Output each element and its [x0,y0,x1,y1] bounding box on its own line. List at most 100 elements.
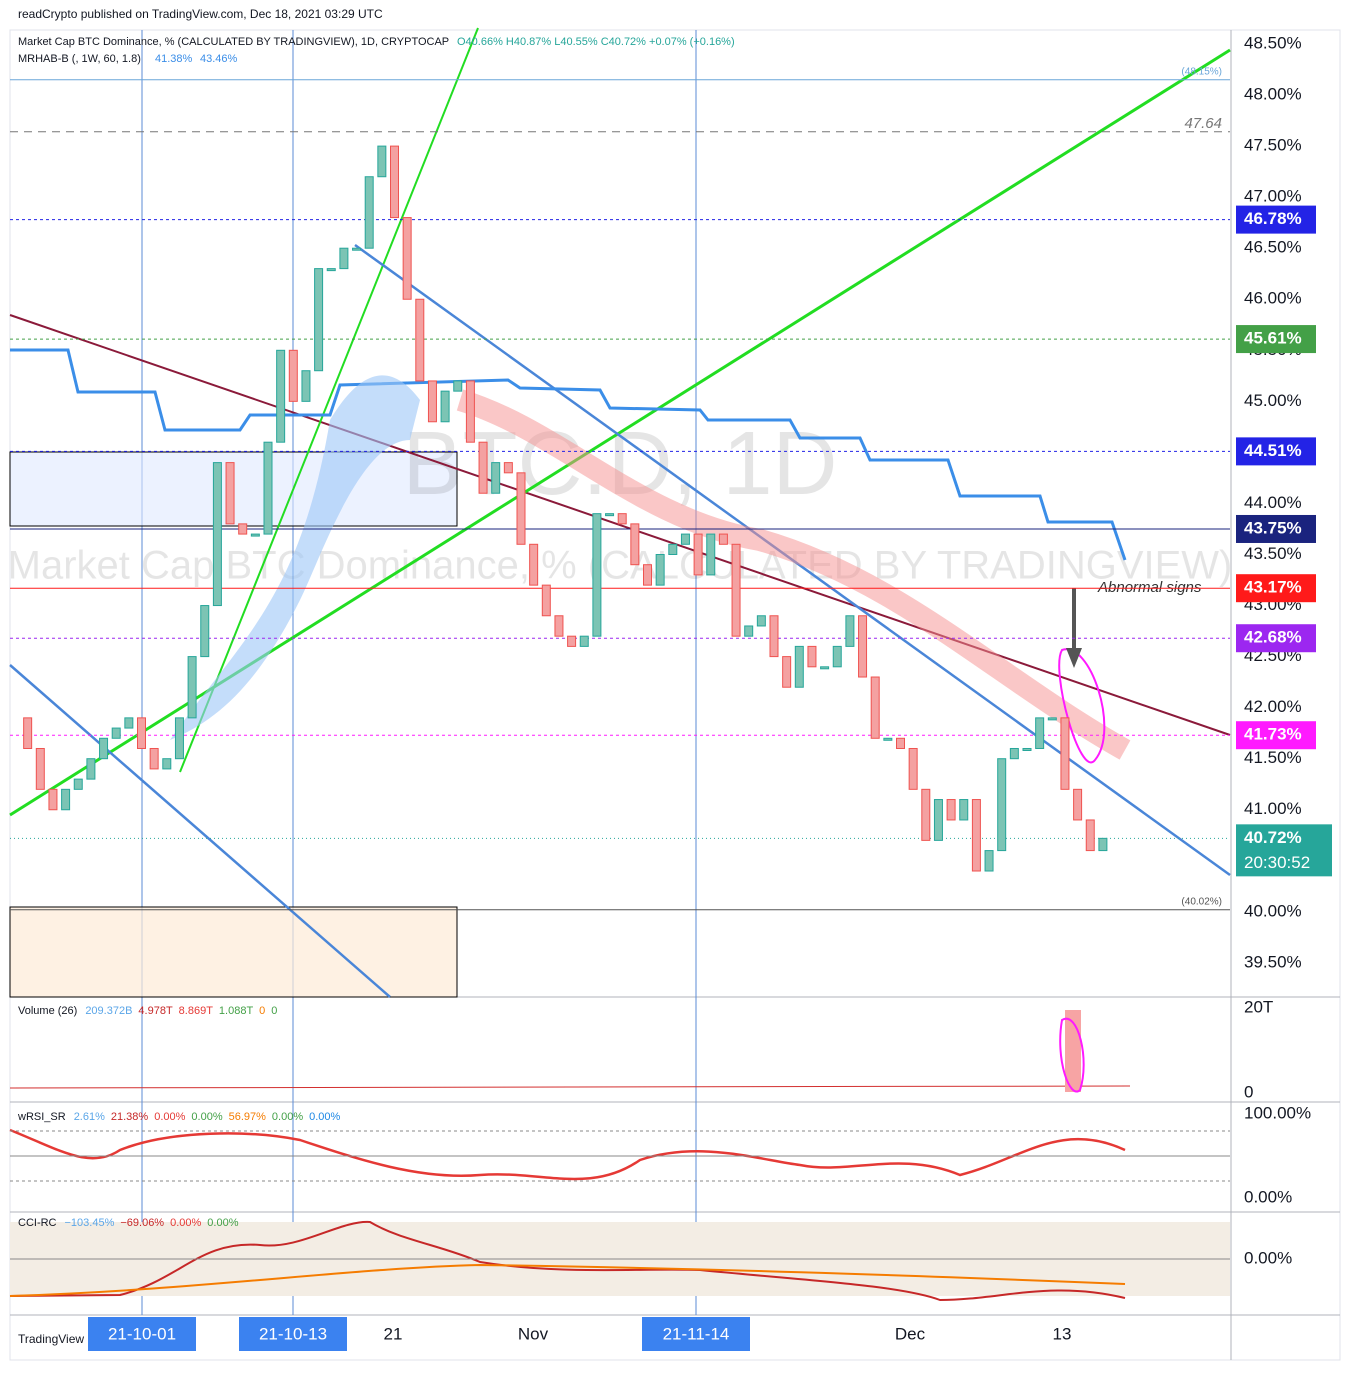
price-tag-label: 40.72% [1244,828,1302,847]
price-tag [1236,205,1316,234]
candle [200,605,210,658]
band-line [10,348,1127,561]
band [456,389,1131,760]
candle [1098,837,1108,852]
candle [339,247,349,270]
trendline [9,664,391,998]
candle [1060,717,1070,790]
pane-value: 0.00% [207,1217,238,1229]
rsi-line [9,1128,1126,1181]
candle [807,645,817,668]
candle [680,533,690,545]
price-tag-label: 45.61% [1244,329,1302,348]
timer: 20:30:52 [1244,853,1310,872]
candle [820,666,830,670]
pane-scale: 0.00% [1244,1187,1292,1206]
candle [314,268,324,372]
candle [630,523,640,566]
candle [73,778,83,790]
pane-value: 1.088T [219,1005,254,1017]
candle [174,717,184,760]
candle [288,349,298,402]
time-label: 21 [384,1324,403,1343]
pane-scale: 0.00% [1244,1248,1292,1267]
level-label: (48.15%) [1181,66,1222,77]
candle [693,533,703,576]
candle [390,145,399,219]
candle [541,584,551,617]
price-tag [1236,574,1316,603]
price-label: 43.50% [1244,544,1302,563]
legend-value: 43.46% [200,53,238,65]
date-box [642,1317,750,1351]
candle [187,656,197,719]
pane-scale: 20T [1244,997,1273,1016]
price-label: 44.00% [1244,493,1302,512]
candle [592,513,602,637]
candle [579,635,589,647]
candle [1073,788,1083,821]
price-label: 46.00% [1244,289,1302,308]
candle [870,676,880,739]
watermark: Market Cap BTC Dominance, % (CALCULATED … [8,544,1233,588]
candle [212,462,222,607]
pane-value: 0.00% [272,1111,303,1123]
pane-name: wRSI_SR [17,1111,66,1123]
pane-value: 56.97% [229,1111,267,1123]
price-label: 46.50% [1244,238,1302,257]
candle [883,737,893,741]
time-label: Nov [518,1324,549,1343]
cci-avg [9,1263,1126,1297]
pane-name: Volume (26) [18,1005,77,1017]
candle [997,758,1007,852]
candle [845,615,855,647]
price-tag [1236,721,1316,750]
candle [364,176,374,249]
legend: Market Cap BTC Dominance, % (CALCULATED … [18,36,449,48]
pane-value: 0.00% [170,1217,201,1229]
candle [744,625,754,637]
price-label: 48.00% [1244,85,1302,104]
highlight-circle [1058,648,1106,764]
candle [567,635,577,647]
price-tag [1236,437,1316,466]
candle [1022,747,1032,751]
price-tag-label: 46.78% [1244,209,1302,228]
candle [440,390,450,423]
trendline [9,314,1231,736]
candle [124,717,134,729]
candle [1085,819,1095,852]
candle [503,462,513,474]
price-label: 47.00% [1244,187,1302,206]
time-label: Dec [895,1324,926,1343]
price-label: 41.50% [1244,748,1302,767]
watermark: BTC.D, 1D [402,414,837,514]
candle [149,747,159,770]
pane-value: 0.00% [191,1111,222,1123]
price-tag-label: 42.68% [1244,628,1302,647]
price-label: 41.00% [1244,799,1302,818]
band [170,375,420,740]
price-tag-label: 41.73% [1244,725,1302,744]
candle [111,727,121,739]
candle [415,298,425,382]
candle [263,441,273,535]
highlight-circle [1059,1017,1085,1093]
pane-value: 8.869T [179,1005,214,1017]
candle [959,799,969,821]
candle [668,543,678,555]
candle [782,656,792,688]
price-label: 40.00% [1244,901,1302,920]
candle [794,645,804,688]
legend-ohlc: O40.66% H40.87% L40.55% C40.72% +0.07% (… [457,36,735,48]
candle [23,717,33,749]
candle [933,799,943,841]
candle [99,737,109,760]
arrow-head [1066,648,1082,668]
candle [921,788,931,841]
frame [9,29,1341,1361]
pane-value: 209.372B [85,1005,132,1017]
candle [61,788,71,811]
candle [516,472,526,545]
